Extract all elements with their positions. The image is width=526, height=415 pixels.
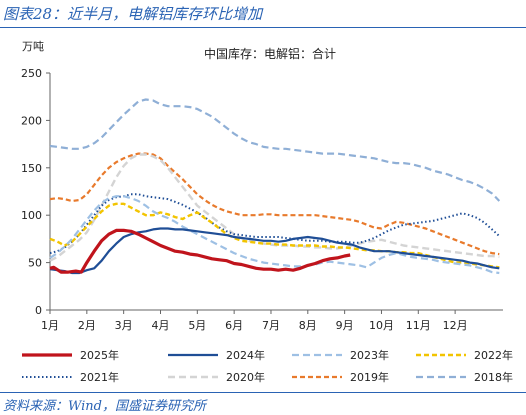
x-tick-label: 4月 xyxy=(151,319,169,332)
legend-label: 2020年 xyxy=(226,370,265,384)
legend-label: 2024年 xyxy=(226,348,265,362)
series-line xyxy=(49,228,351,274)
x-tick-label: 5月 xyxy=(188,319,206,332)
y-tick-label: 200 xyxy=(21,114,42,127)
y-tick-label: 100 xyxy=(21,209,42,222)
figure-title: 图表28：近半月，电解铝库存环比增加 xyxy=(3,5,263,23)
chart-title: 中国库存：电解铝：合计 xyxy=(204,46,336,61)
axes: 0 50 100 150 200 250 1月 2月 3月 4月 5月 6月 7月 8月 9月 10月 11月 1… xyxy=(21,67,503,332)
y-tick-label: 0 xyxy=(35,304,42,317)
series-lines xyxy=(49,98,501,275)
source-divider xyxy=(0,392,526,393)
series-line xyxy=(49,193,500,255)
y-axis-unit: 万吨 xyxy=(22,40,44,53)
y-tick-label: 50 xyxy=(28,257,42,270)
x-tick-label: 6月 xyxy=(225,319,243,332)
series-line xyxy=(49,98,501,202)
legend-label: 2021年 xyxy=(80,370,119,384)
x-tick-label: 9月 xyxy=(336,319,354,332)
x-tick-label: 7月 xyxy=(262,319,280,332)
title-divider xyxy=(0,27,526,28)
series-line xyxy=(49,195,500,275)
y-tick-label: 150 xyxy=(21,162,42,175)
legend: 2025年 2024年 2023年 2022年 2021年 2020年 2019年 2018年 xyxy=(22,348,513,384)
line-chart: 中国库存：电解铝：合计 万吨 0 50 100 150 200 250 1月 2月 3月 4月 5月… xyxy=(21,40,513,384)
legend-label: 2022年 xyxy=(474,348,513,362)
x-tick-label: 12月 xyxy=(443,319,468,332)
x-tick-label: 2月 xyxy=(78,319,96,332)
x-tick-label: 11月 xyxy=(406,319,431,332)
x-tick-label: 10月 xyxy=(369,319,394,332)
series-line xyxy=(49,152,500,256)
x-tick-label: 1月 xyxy=(41,319,59,332)
x-tick-label: 3月 xyxy=(115,319,133,332)
legend-label: 2025年 xyxy=(80,348,119,362)
series-line xyxy=(49,202,500,269)
legend-label: 2019年 xyxy=(350,370,389,384)
series-line xyxy=(49,227,500,275)
y-tick-label: 250 xyxy=(21,67,42,80)
x-tick-label: 8月 xyxy=(299,319,317,332)
legend-label: 2018年 xyxy=(474,370,513,384)
legend-label: 2023年 xyxy=(350,348,389,362)
source-note: 资料来源：Wind，国盛证券研究所 xyxy=(3,399,206,414)
